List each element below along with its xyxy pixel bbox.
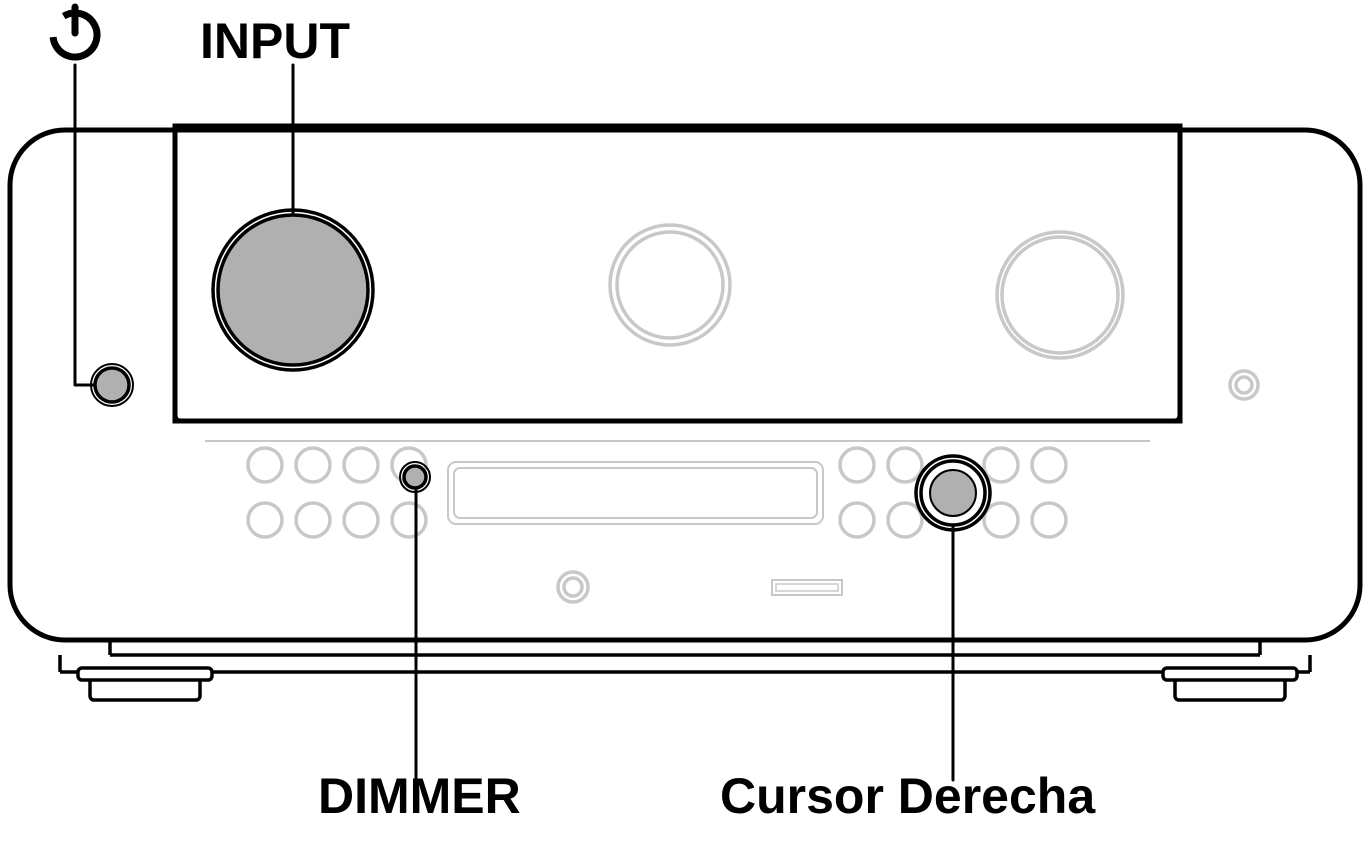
btn-right-0-3 (984, 448, 1018, 482)
input-knob[interactable] (218, 215, 368, 365)
btn-left-1-0 (248, 503, 282, 537)
foot-cap-0 (78, 668, 212, 680)
btn-left-0-0 (248, 448, 282, 482)
leader-power (75, 65, 95, 385)
btn-left-0-2 (344, 448, 378, 482)
power-button[interactable] (95, 368, 129, 402)
btn-right-0-1 (888, 448, 922, 482)
display-panel (448, 462, 823, 524)
display-panel-inner (454, 468, 817, 518)
btn-left-1-1 (296, 503, 330, 537)
side-jack-inner (1236, 377, 1252, 393)
center-knob (610, 225, 730, 345)
usb-slot-inner (776, 584, 838, 591)
foot-cap-1 (1163, 668, 1297, 680)
btn-right-1-1 (888, 503, 922, 537)
label-input: INPUT (200, 13, 350, 69)
receiver-body (10, 130, 1360, 640)
btn-left-1-3 (392, 503, 426, 537)
btn-left-1-2 (344, 503, 378, 537)
btn-right-0-0 (840, 448, 874, 482)
label-cursor-right: Cursor Derecha (720, 768, 1096, 824)
side-jack (1230, 371, 1258, 399)
btn-right-1-0 (840, 503, 874, 537)
center-knob-inner (617, 232, 723, 338)
btn-left-0-1 (296, 448, 330, 482)
btn-right-1-3 (984, 503, 1018, 537)
dimmer-button[interactable] (404, 466, 426, 488)
btn-right-1-4 (1032, 503, 1066, 537)
cursor-right-button[interactable] (930, 470, 976, 516)
usb-slot (772, 580, 842, 595)
label-dimmer: DIMMER (318, 768, 521, 824)
right-knob (997, 232, 1123, 358)
right-knob-inner (1002, 237, 1118, 353)
btn-right-0-4 (1032, 448, 1066, 482)
aux-jack (564, 578, 582, 596)
